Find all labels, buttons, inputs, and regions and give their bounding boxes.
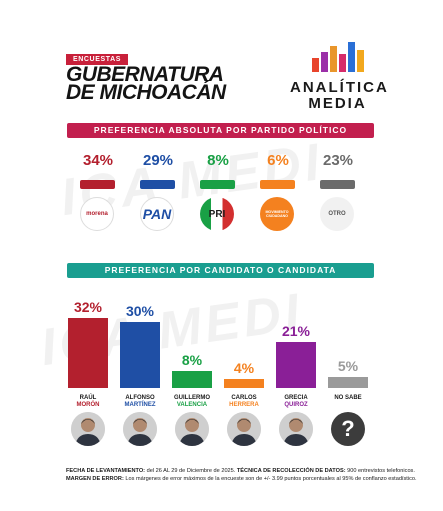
party-logo-pri: PRI (200, 197, 234, 231)
page-title: GUBERNATURA DE MICHOACÁN (66, 63, 226, 104)
candidate-percent-label: 32% (73, 299, 103, 315)
party-logo-text: PAN (142, 206, 172, 222)
party-logo-text: PRI (208, 208, 226, 220)
footer-line-1: FECHA DE LEVANTAMIENTO: del 26 AL 29 de … (66, 467, 426, 475)
party-percent-label: 23% (322, 152, 354, 169)
title-line-2: DE MICHOACÁN (66, 81, 226, 104)
question-mark-icon: ? (331, 412, 365, 446)
candidate-percent-label: 8% (181, 351, 203, 368)
candidate-last-name: MORÓN (76, 402, 100, 408)
candidate-name: GRECIA QUIROZ (268, 395, 324, 409)
candidate-last-name: MARTÍNEZ (124, 402, 156, 408)
party-percent-label: 6% (267, 152, 289, 169)
candidate-name: GUILLERMO VALENCIA (164, 395, 220, 409)
party-section-title: PREFERENCIA ABSOLUTA POR PARTIDO POLÍTIC… (67, 123, 374, 138)
title-line-1: GUBERNATURA (66, 63, 224, 86)
party-logo-otro: OTRO (320, 197, 354, 231)
candidate-first-name: GRECIA (284, 395, 308, 401)
logo-bar (357, 50, 364, 72)
candidate-percent-label: 30% (125, 303, 155, 320)
logo-bar (330, 46, 337, 72)
logo-line-2: MEDIA (308, 95, 367, 112)
footer-line-2: MARGEN DE ERROR: Los márgenes de error m… (66, 475, 426, 483)
candidate-photo (175, 412, 209, 446)
footer-note: FECHA DE LEVANTAMIENTO: del 26 AL 29 de … (66, 467, 426, 483)
candidate-bar (224, 379, 264, 388)
candidate-last-name: QUIROZ (284, 402, 308, 408)
candidate-photo (123, 412, 157, 446)
candidate-section-title: PREFERENCIA POR CANDIDATO O CANDIDATA (67, 263, 374, 278)
party-bar (80, 180, 115, 189)
candidate-last-name: VALENCIA (176, 402, 208, 408)
party-logo-pan: PAN (140, 197, 174, 231)
candidate-photo (227, 412, 261, 446)
candidate-bar (328, 377, 368, 388)
party-bar (260, 180, 295, 189)
candidate-percent-label: 5% (337, 358, 359, 375)
footer-method-label: TÉCNICA DE RECOLECCIÓN DE DATOS: (236, 468, 346, 474)
candidate-first-name: GUILLERMO (174, 395, 210, 401)
party-logo-morena: morena (80, 197, 114, 231)
person-silhouette-icon (227, 412, 261, 446)
footer-date-text: del 26 AL 29 de Diciembre de 2025. (145, 468, 237, 474)
party-bar (320, 180, 355, 189)
party-chart: 34% morena 29% PAN 8% PRI 6% MOVIMIENTO CIUDADA… (60, 150, 380, 240)
party-bar (140, 180, 175, 189)
analitica-media-logo: ANALÍTICA MEDIA (290, 42, 389, 112)
candidate-first-name: ALFONSO (125, 395, 155, 401)
person-silhouette-icon (123, 412, 157, 446)
party-bar (200, 180, 235, 189)
logo-bar (321, 52, 328, 72)
footer-method-text: 900 entrevistos telefonicos. (345, 468, 415, 474)
candidate-percent-label: 21% (281, 323, 311, 340)
candidate-name: CARLOS HERRERA (216, 395, 272, 409)
party-logo-text: morena (86, 211, 108, 217)
candidate-photo (71, 412, 105, 446)
logo-bar (312, 58, 319, 72)
party-percent-label: 34% (82, 152, 114, 169)
person-silhouette-icon (71, 412, 105, 446)
candidate-first-name: NO SABE (334, 395, 362, 401)
candidate-bar (172, 370, 212, 388)
party-logo-text: MOVIMIENTO CIUDADANO (265, 210, 289, 218)
candidate-bar (276, 342, 316, 388)
candidate-name: NO SABE (320, 395, 376, 402)
candidate-chart: 32% RAÚL MORÓN 30% ALFONSO MARTÍNEZ 8% GUILLERM… (60, 288, 380, 453)
logo-bar (348, 42, 355, 72)
footer-date-label: FECHA DE LEVANTAMIENTO: (66, 468, 146, 474)
candidate-bar (120, 322, 160, 388)
candidate-first-name: CARLOS (231, 395, 257, 401)
party-percent-label: 29% (142, 152, 174, 169)
candidate-bar (68, 318, 108, 388)
logo-bars-icon (312, 42, 364, 72)
footer-margin-label: MARGEN DE ERROR: (66, 476, 124, 482)
logo-line-1: ANALÍTICA (290, 79, 389, 96)
candidate-first-name: RAÚL (79, 395, 97, 401)
candidate-last-name: HERRERA (229, 402, 259, 408)
candidate-percent-label: 4% (233, 360, 255, 377)
logo-bar (339, 54, 346, 72)
candidate-name: RAÚL MORÓN (60, 395, 116, 409)
party-logo-mc: MOVIMIENTO CIUDADANO (260, 197, 294, 231)
footer-margin-text: Los márgenes de error máximos de la encu… (123, 476, 417, 482)
person-silhouette-icon (175, 412, 209, 446)
candidate-photo (279, 412, 313, 446)
section-tag: ENCUESTAS (66, 54, 128, 65)
person-silhouette-icon (279, 412, 313, 446)
party-logo-text: OTRO (328, 211, 346, 217)
party-percent-label: 8% (207, 152, 229, 169)
candidate-name: ALFONSO MARTÍNEZ (112, 395, 168, 409)
